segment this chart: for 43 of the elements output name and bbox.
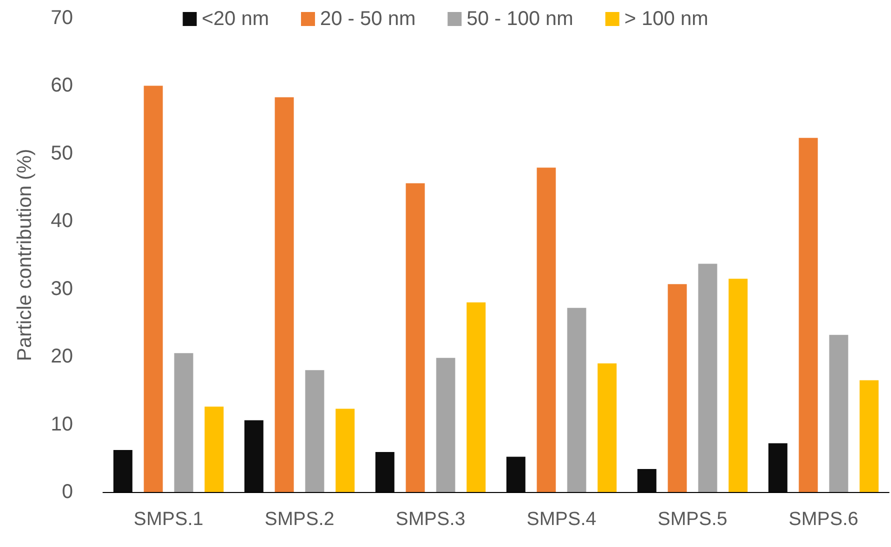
- bar: [536, 168, 556, 492]
- y-tick-label: 20: [50, 346, 73, 368]
- legend-label: 50 - 100 nm: [466, 8, 574, 30]
- bar: [637, 468, 656, 492]
- legend-label: <20 nm: [202, 8, 269, 30]
- bar: [305, 370, 324, 492]
- x-tick-label: SMPS.3: [396, 509, 466, 530]
- bar: [798, 138, 818, 492]
- x-tick-label: SMPS.4: [526, 509, 597, 530]
- bar: [466, 302, 486, 492]
- x-tick-label: SMPS.2: [264, 509, 334, 530]
- bar: [204, 406, 224, 492]
- y-tick-label: 70: [50, 7, 73, 29]
- y-tick-label: 40: [50, 210, 73, 232]
- bar: [567, 308, 586, 492]
- x-tick-label: SMPS.6: [788, 509, 858, 530]
- legend-label: > 100 nm: [624, 8, 708, 30]
- bar: [274, 97, 294, 492]
- bar: [728, 278, 748, 492]
- y-tick-label: 10: [50, 413, 73, 436]
- bar: [336, 408, 355, 492]
- bar: [668, 284, 687, 492]
- legend-label: 20 - 50 nm: [320, 8, 416, 30]
- bar: [113, 450, 132, 492]
- bar: [144, 86, 163, 492]
- y-tick-label: 60: [50, 74, 73, 97]
- bar: [506, 456, 526, 492]
- x-tick-label: SMPS.1: [134, 509, 204, 530]
- bar: [174, 353, 194, 492]
- bar: [698, 264, 718, 492]
- bar: [860, 380, 879, 492]
- bar: [768, 443, 788, 492]
- bar: [829, 334, 848, 492]
- y-axis-title: Particle contribution (%): [14, 148, 36, 362]
- x-tick-label: SMPS.5: [658, 509, 728, 530]
- bar: [406, 183, 425, 492]
- bar: [375, 452, 394, 492]
- y-tick-label: 50: [50, 142, 73, 164]
- y-tick-label: 0: [62, 481, 73, 503]
- bar: [598, 363, 617, 492]
- bar: [244, 420, 264, 492]
- bar: [436, 358, 456, 492]
- y-tick-label: 30: [50, 278, 73, 300]
